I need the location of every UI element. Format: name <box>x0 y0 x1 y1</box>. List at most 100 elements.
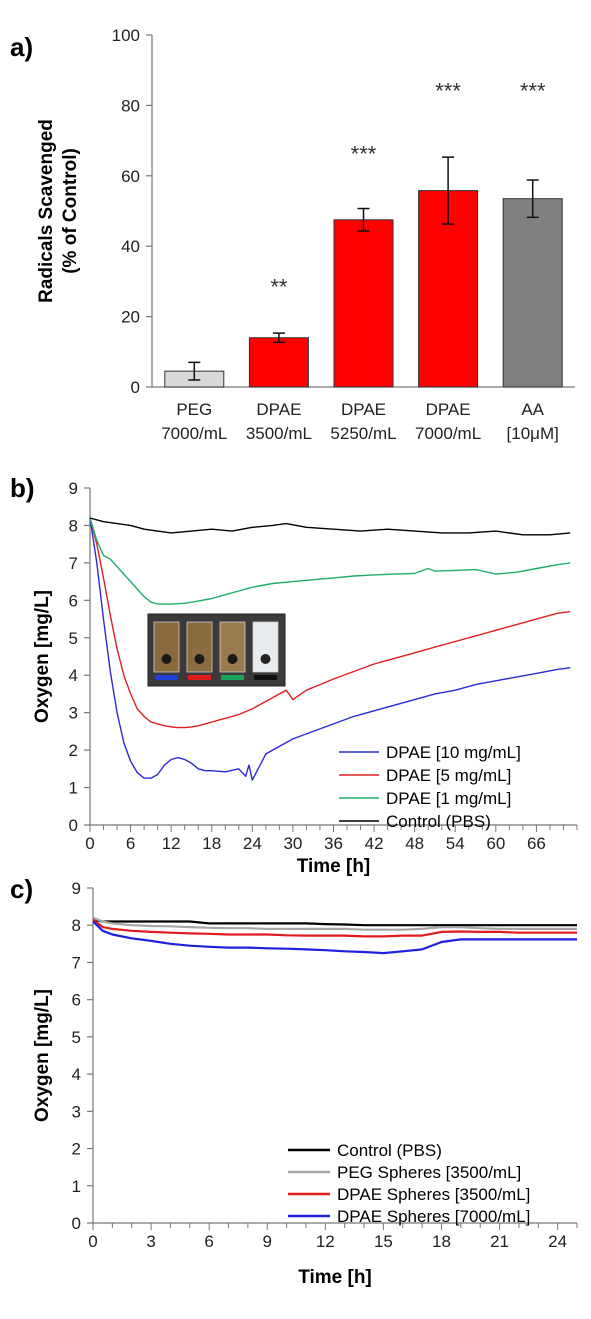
legend-label: Control (PBS) <box>386 812 491 831</box>
panel-label: a) <box>10 32 33 62</box>
legend-label: PEG Spheres [3500/mL] <box>337 1163 521 1182</box>
y-tick-label: 6 <box>72 991 81 1010</box>
bar <box>502 198 563 388</box>
x-tick-label: 30 <box>283 834 302 853</box>
x-tick-label: AA <box>521 400 544 419</box>
y-tick-label: 7 <box>69 554 78 573</box>
bar <box>333 219 394 388</box>
x-tick-label: 12 <box>162 834 181 853</box>
series-line <box>89 517 571 781</box>
cuvette <box>186 621 213 673</box>
panel-label: b) <box>10 473 35 503</box>
y-tick-label: 2 <box>72 1140 81 1159</box>
x-tick-label: 15 <box>374 1232 393 1251</box>
cuvette-color-tag <box>221 675 244 680</box>
x-tick-label: 36 <box>324 834 343 853</box>
series-line <box>89 517 571 605</box>
cuvette-sphere <box>161 654 172 664</box>
y-tick-label: 1 <box>72 1177 81 1196</box>
y-axis-title-line2: (% of Control) <box>60 148 81 274</box>
series-line <box>92 920 577 955</box>
cuvette <box>219 621 246 673</box>
cuvette-color-tag <box>254 675 277 680</box>
x-tick-label: DPAE <box>341 400 386 419</box>
x-axis-title: Time [h] <box>297 856 371 877</box>
x-tick-label: 48 <box>405 834 424 853</box>
panel-label: c) <box>10 874 33 904</box>
y-tick-label: 4 <box>72 1065 81 1084</box>
x-tick-label-line2: [10μM] <box>507 424 559 443</box>
y-tick-label: 2 <box>69 741 78 760</box>
series-line <box>89 517 571 729</box>
y-tick-label: 7 <box>72 953 81 972</box>
y-tick-label: 5 <box>72 1028 81 1047</box>
y-tick-label: 3 <box>69 704 78 723</box>
y-tick-label: 5 <box>69 629 78 648</box>
x-tick-label: 66 <box>527 834 546 853</box>
y-tick-label: 0 <box>72 1214 81 1233</box>
y-tick-label: 1 <box>69 779 78 798</box>
y-tick-label: 60 <box>121 167 140 186</box>
x-tick-label: DPAE <box>426 400 471 419</box>
cuvette-sphere <box>227 654 238 664</box>
significance-label: *** <box>520 78 546 103</box>
y-tick-label: 40 <box>121 237 140 256</box>
cuvette-color-tag <box>155 675 178 680</box>
x-tick-label: 24 <box>243 834 262 853</box>
x-tick-label: 42 <box>365 834 384 853</box>
x-tick-label-line2: 7000/mL <box>161 424 227 443</box>
cuvette <box>252 621 279 673</box>
y-tick-label: 8 <box>72 916 81 935</box>
significance-label: *** <box>435 78 461 103</box>
y-tick-label: 80 <box>121 96 140 115</box>
cuvette-sphere <box>260 654 271 664</box>
y-tick-label: 6 <box>69 591 78 610</box>
cuvette <box>153 621 180 673</box>
y-axis-title: Oxygen [mg/L] <box>32 590 53 723</box>
x-tick-label: 18 <box>202 834 221 853</box>
x-tick-label: DPAE <box>256 400 301 419</box>
cuvette-sphere <box>194 654 205 664</box>
x-tick-label: 18 <box>432 1232 451 1251</box>
x-tick-label: 54 <box>446 834 465 853</box>
x-tick-label: 24 <box>548 1232 567 1251</box>
y-tick-label: 0 <box>69 816 78 835</box>
x-tick-label: 12 <box>316 1232 335 1251</box>
y-tick-label: 9 <box>69 479 78 498</box>
x-tick-label-line2: 5250/mL <box>330 424 396 443</box>
y-axis-title: Oxygen [mg/L] <box>32 989 53 1122</box>
cuvette-color-tag <box>188 675 211 680</box>
y-axis-title: Radicals Scavenged <box>36 119 57 303</box>
x-tick-label: 6 <box>126 834 135 853</box>
legend-label: Control (PBS) <box>337 1141 442 1160</box>
series-line <box>89 517 571 536</box>
x-tick-label: 21 <box>490 1232 509 1251</box>
y-tick-label: 9 <box>72 879 81 898</box>
significance-label: *** <box>351 142 377 167</box>
x-tick-label-line2: 7000/mL <box>415 424 481 443</box>
panel-a: a) Radicals Scavenged (% of Control) 0 20 40 6… <box>10 26 575 443</box>
y-tick-label: 4 <box>69 666 78 685</box>
x-axis-title: Time [h] <box>298 1267 372 1288</box>
series-line <box>92 916 577 931</box>
series-line <box>92 918 577 938</box>
y-tick-label: 20 <box>121 308 140 327</box>
legend-label: DPAE Spheres [3500/mL] <box>337 1185 530 1204</box>
legend-label: DPAE [1 mg/mL] <box>386 789 511 808</box>
y-tick-label: 0 <box>131 378 140 397</box>
x-tick-label: 9 <box>263 1232 272 1251</box>
legend-label: DPAE [10 mg/mL] <box>386 743 521 762</box>
legend-label: DPAE Spheres [7000/mL] <box>337 1207 530 1226</box>
x-tick-label: PEG <box>176 400 212 419</box>
y-tick-label: 8 <box>69 516 78 535</box>
x-tick-label-line2: 3500/mL <box>246 424 312 443</box>
x-tick-label: 0 <box>88 1232 97 1251</box>
series-line <box>92 918 577 927</box>
x-tick-label: 0 <box>85 834 94 853</box>
x-tick-label: 3 <box>146 1232 155 1251</box>
y-tick-label: 100 <box>112 26 140 45</box>
x-tick-label: 6 <box>204 1232 213 1251</box>
